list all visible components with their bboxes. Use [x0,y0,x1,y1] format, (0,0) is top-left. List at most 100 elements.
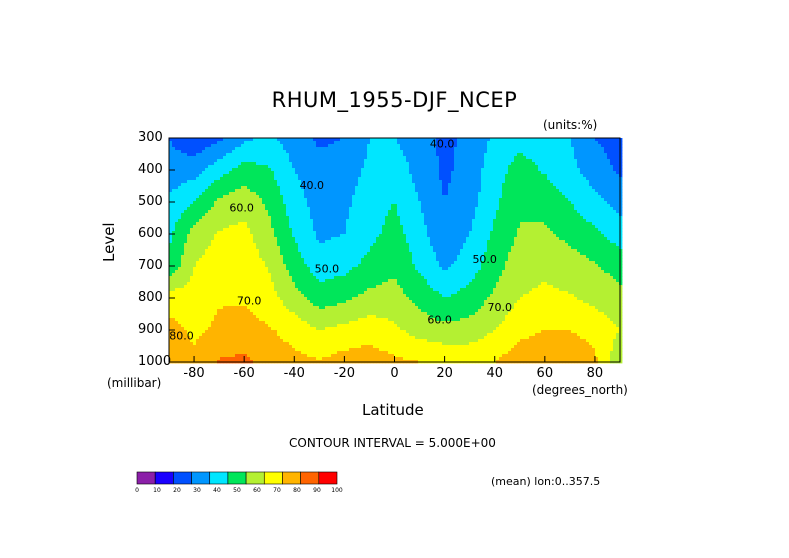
rh-cell [565,213,569,217]
rh-cell [175,216,179,220]
rh-cell [403,210,407,214]
rh-cell [379,219,383,223]
rh-cell [562,201,566,205]
rh-cell [301,141,305,145]
rh-cell [394,183,398,187]
rh-cell [436,213,440,217]
rh-cell [259,189,263,193]
rh-cell [331,138,335,142]
rh-cell [601,150,605,154]
rh-cell [289,186,293,190]
rh-cell [514,174,518,178]
rh-cell [535,159,539,163]
rh-cell [406,222,410,226]
rh-cell [253,216,257,220]
rh-cell [436,192,440,196]
rh-cell [541,159,545,163]
rh-cell [403,213,407,217]
rh-cell [202,141,206,145]
rh-cell [553,177,557,181]
rh-cell [553,141,557,145]
rh-cell [499,213,503,217]
rh-cell [262,162,266,166]
rh-cell [238,195,242,199]
rh-cell [205,165,209,169]
rh-cell [394,171,398,175]
rh-cell [394,231,398,235]
rh-cell [232,222,236,226]
rh-cell [202,156,206,160]
rh-cell [484,231,488,235]
rh-cell [541,225,545,229]
rh-cell [178,201,182,205]
rh-cell [190,162,194,166]
rh-cell [487,171,491,175]
rh-cell [283,216,287,220]
rh-cell [196,150,200,154]
rh-cell [583,219,587,223]
rh-cell [475,168,479,172]
rh-cell [376,174,380,178]
rh-cell [367,225,371,229]
rh-cell [430,234,434,238]
rh-cell [169,204,173,208]
rh-cell [457,213,461,217]
rh-cell [277,147,281,151]
rh-cell [412,195,416,199]
rh-cell [442,231,446,235]
rh-cell [460,165,464,169]
rh-cell [439,213,443,217]
rh-cell [376,201,380,205]
rh-cell [592,234,596,238]
rh-cell [406,141,410,145]
rh-cell [433,201,437,205]
rh-cell [436,174,440,178]
rh-cell [502,204,506,208]
rh-cell [601,141,605,145]
rh-cell [223,201,227,205]
rh-cell [322,144,326,148]
rh-cell [202,144,206,148]
rh-cell [526,222,530,226]
rh-cell [403,147,407,151]
rh-cell [466,201,470,205]
rh-cell [505,225,509,229]
rh-cell [394,138,398,142]
rh-cell [490,228,494,232]
rh-cell [448,156,452,160]
rh-cell [568,219,572,223]
rh-cell [586,156,590,160]
rh-cell [229,186,233,190]
rh-cell [220,228,224,232]
rh-cell [283,168,287,172]
rh-cell [400,204,404,208]
rh-cell [520,231,524,235]
rh-cell [340,180,344,184]
rh-cell [610,186,614,190]
rh-cell [481,234,485,238]
rh-cell [406,195,410,199]
rh-cell [460,147,464,151]
rh-cell [334,180,338,184]
rh-cell [433,168,437,172]
rh-cell [589,228,593,232]
rh-cell [577,210,581,214]
rh-cell [229,174,233,178]
rh-cell [352,177,356,181]
rh-cell [451,231,455,235]
rh-cell [433,174,437,178]
rh-cell [376,162,380,166]
rh-cell [247,150,251,154]
rh-cell [556,177,560,181]
rh-cell [616,162,620,166]
rh-cell [532,171,536,175]
rh-cell [397,186,401,190]
rh-cell [232,159,236,163]
rh-cell [364,174,368,178]
rh-cell [592,183,596,187]
rh-cell [241,219,245,223]
rh-cell [418,210,422,214]
rh-cell [604,165,608,169]
rh-cell [445,186,449,190]
rh-cell [370,219,374,223]
